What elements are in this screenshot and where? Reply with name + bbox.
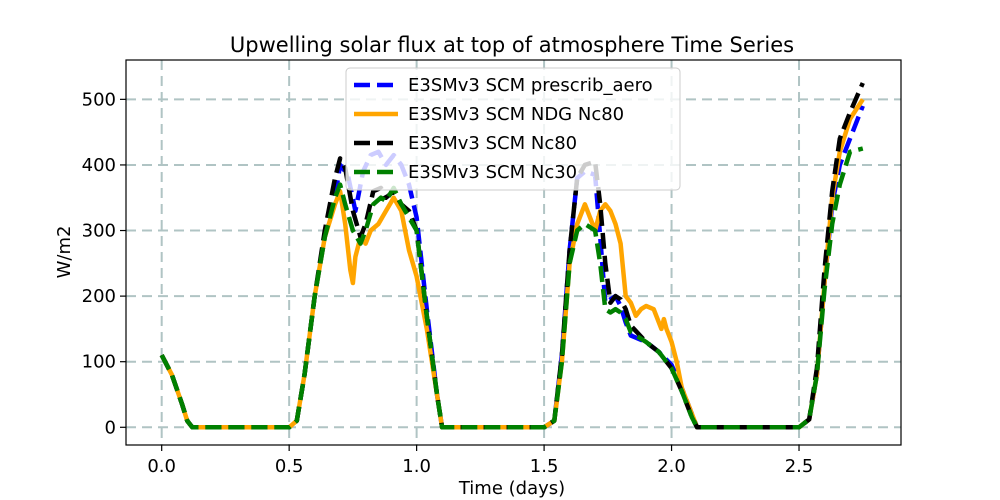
y-tick-label: 300 <box>82 221 116 242</box>
y-tick-label: 400 <box>82 155 116 176</box>
legend-label-3: E3SMv3 SCM Nc80 <box>408 133 577 154</box>
x-tick-label: 2.0 <box>657 456 686 477</box>
y-tick-label: 100 <box>82 352 116 373</box>
y-tick-label: 500 <box>82 89 116 110</box>
x-tick-label: 1.0 <box>402 456 431 477</box>
series-line-3 <box>159 82 865 430</box>
x-tick-label: 0.0 <box>147 456 176 477</box>
legend-label-1: E3SMv3 SCM prescrib_aero <box>408 75 653 96</box>
x-axis: 0.0 0.5 1.0 1.5 2.0 2.5 <box>147 445 813 477</box>
y-tick-label: 0 <box>105 417 116 438</box>
x-tick-label: 0.5 <box>275 456 304 477</box>
series-line-4 <box>159 146 864 430</box>
x-tick-label: 1.5 <box>530 456 559 477</box>
y-tick-label: 200 <box>82 286 116 307</box>
legend-label-4: E3SMv3 SCM Nc30 <box>408 162 577 183</box>
chart-title: Upwelling solar flux at top of atmospher… <box>230 33 794 57</box>
x-tick-label: 2.5 <box>785 456 814 477</box>
y-axis: 0 100 200 300 400 500 <box>82 89 126 438</box>
plot-frame <box>125 59 902 446</box>
y-axis-label: W/m2 <box>54 226 75 279</box>
legend: E3SMv3 SCM prescrib_aero E3SMv3 SCM NDG N… <box>345 67 681 191</box>
legend-label-2: E3SMv3 SCM NDG Nc80 <box>408 104 624 125</box>
legend-box <box>345 67 681 191</box>
x-axis-label: Time (days) <box>458 478 565 499</box>
series-layer <box>159 82 865 430</box>
